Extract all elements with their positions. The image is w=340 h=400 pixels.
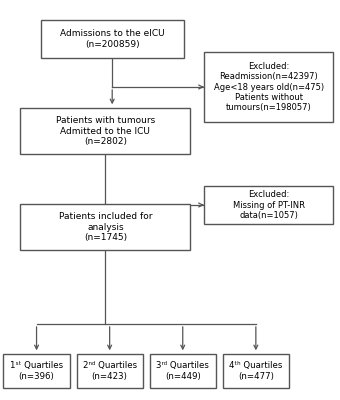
FancyBboxPatch shape [20, 204, 190, 250]
Text: Admissions to the eICU
(n=200859): Admissions to the eICU (n=200859) [60, 29, 165, 49]
FancyBboxPatch shape [204, 52, 333, 122]
Text: 3ʳᵈ Quartiles
(n=449): 3ʳᵈ Quartiles (n=449) [156, 361, 209, 381]
Text: 2ⁿᵈ Quartiles
(n=423): 2ⁿᵈ Quartiles (n=423) [83, 361, 137, 381]
FancyBboxPatch shape [150, 354, 216, 388]
FancyBboxPatch shape [204, 186, 333, 224]
FancyBboxPatch shape [41, 20, 184, 58]
Text: Patients with tumours
Admitted to the ICU
(n=2802): Patients with tumours Admitted to the IC… [56, 116, 155, 146]
FancyBboxPatch shape [20, 108, 190, 154]
FancyBboxPatch shape [223, 354, 289, 388]
FancyBboxPatch shape [76, 354, 143, 388]
Text: Excluded:
Readmission(n=42397)
Age<18 years old(n=475)
Patients without
tumours(: Excluded: Readmission(n=42397) Age<18 ye… [214, 62, 324, 112]
Text: Excluded:
Missing of PT-INR
data(n=1057): Excluded: Missing of PT-INR data(n=1057) [233, 190, 305, 220]
Text: Patients included for
analysis
(n=1745): Patients included for analysis (n=1745) [59, 212, 152, 242]
FancyBboxPatch shape [3, 354, 70, 388]
Text: 4ᵗʰ Quartiles
(n=477): 4ᵗʰ Quartiles (n=477) [229, 361, 283, 381]
Text: 1ˢᵗ Quartiles
(n=396): 1ˢᵗ Quartiles (n=396) [10, 361, 63, 381]
